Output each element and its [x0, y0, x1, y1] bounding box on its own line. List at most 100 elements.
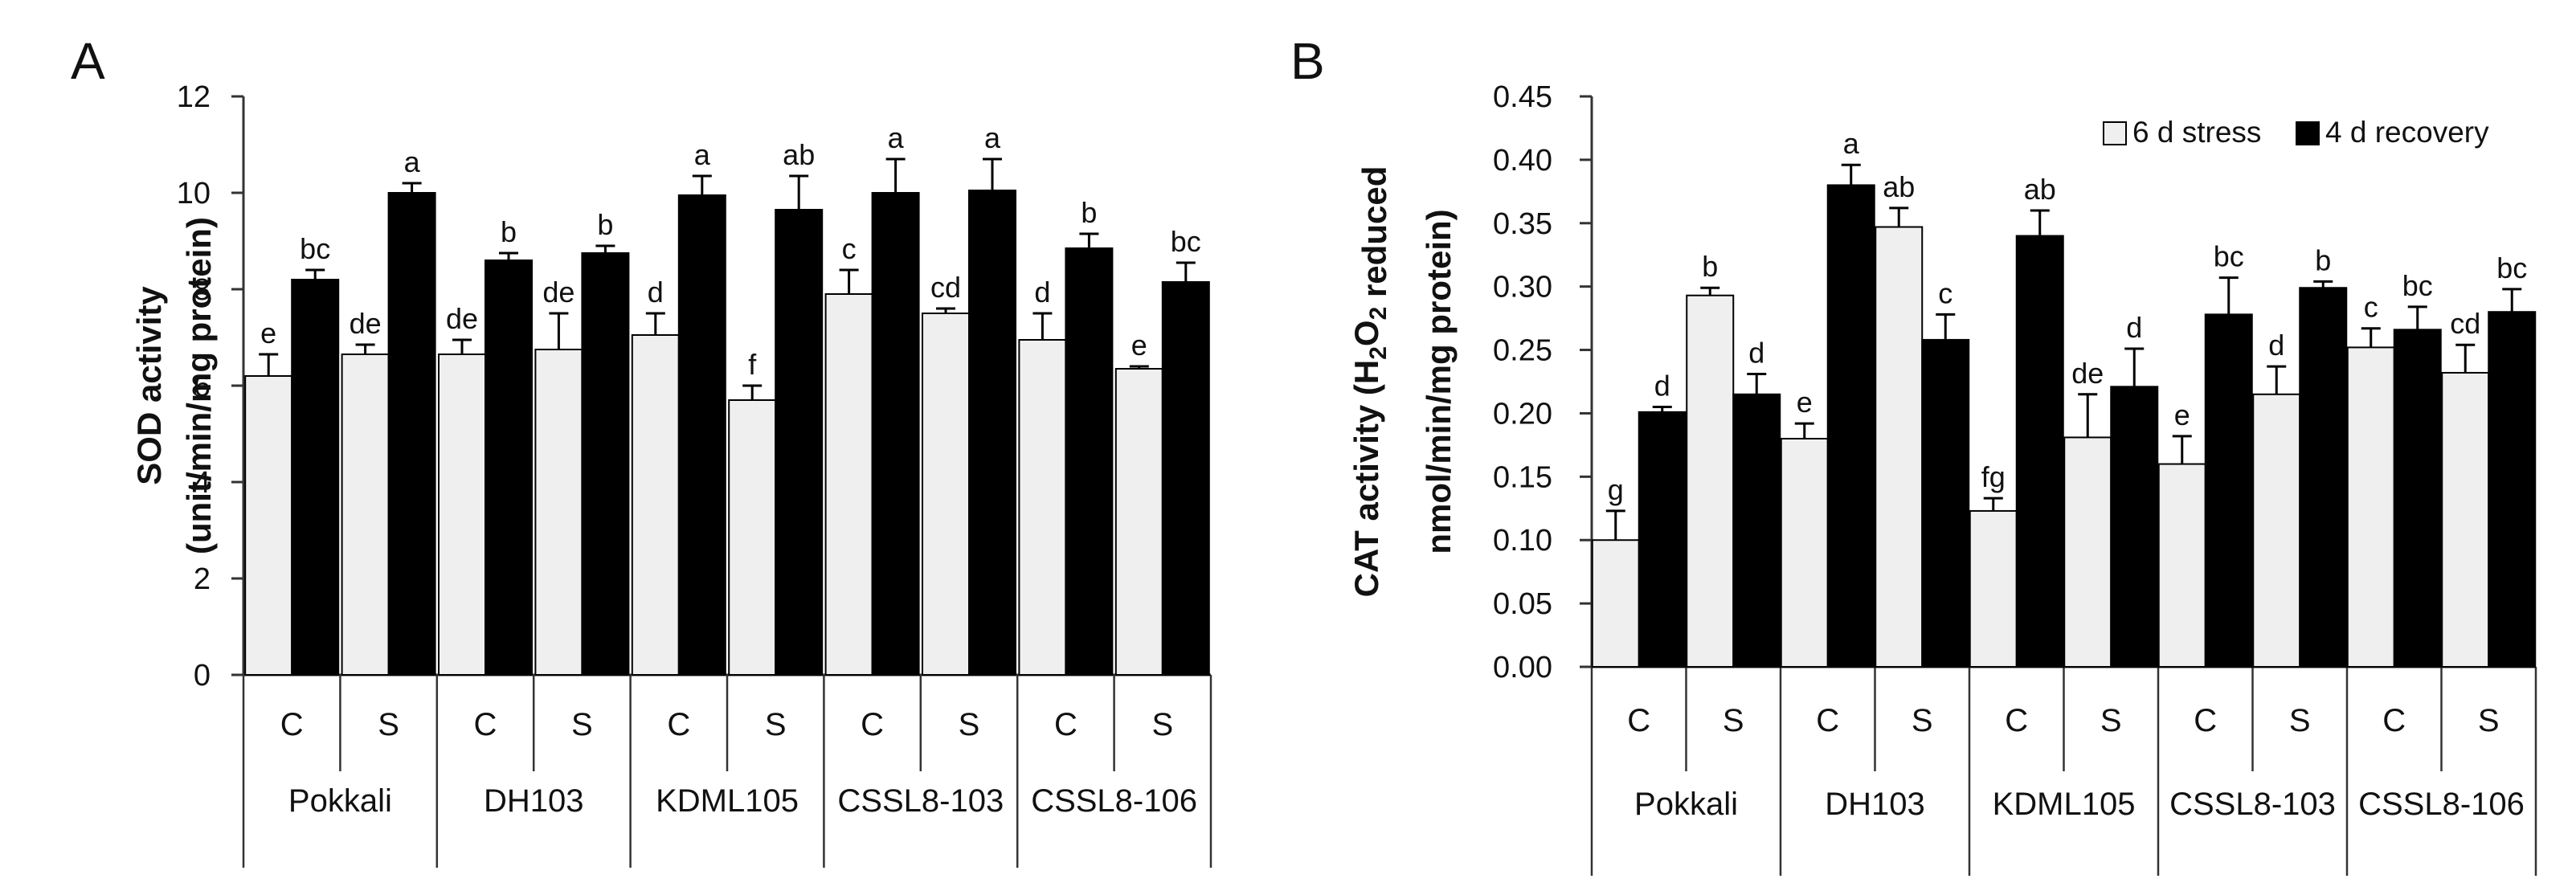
- bar-recovery: [2488, 311, 2537, 668]
- x-category-label: C: [2005, 703, 2028, 738]
- x-category-label: C: [1054, 707, 1077, 742]
- y-tick-label: 0.25: [1493, 334, 1552, 368]
- bar-stress: [2346, 346, 2395, 668]
- significance-label: d: [648, 276, 664, 309]
- bar-recovery: [291, 279, 340, 676]
- significance-label: d: [1748, 337, 1764, 370]
- chart-panel-b: B CAT activity (H2O2 reduced nmol/min/mg p…: [1290, 32, 2537, 876]
- bar-stress: [1686, 294, 1735, 668]
- significance-label: de: [2071, 357, 2104, 390]
- y-axis-title-line: CAT activity (H2O2 reduced: [1347, 166, 1393, 598]
- significance-label: d: [1654, 370, 1670, 403]
- x-group-label: Pokkali: [288, 783, 392, 819]
- bar-stress: [244, 375, 293, 676]
- legend-label: 4 d recovery: [2325, 116, 2489, 149]
- bar-recovery: [1638, 411, 1687, 668]
- x-group-label: CSSL8-103: [2169, 787, 2336, 822]
- x-category-label: S: [378, 707, 399, 742]
- significance-label: ab: [783, 138, 815, 171]
- y-tick-label: 0.05: [1493, 587, 1552, 621]
- x-category-label: C: [1816, 703, 1839, 738]
- legend-label: 6 d stress: [2132, 116, 2261, 149]
- significance-label: e: [1797, 386, 1813, 419]
- significance-label: bc: [2402, 269, 2433, 302]
- y-tick-label: 10: [177, 177, 211, 210]
- bar-recovery: [775, 209, 824, 676]
- significance-label: de: [446, 302, 478, 335]
- significance-label: a: [404, 145, 421, 178]
- x-category-label: S: [571, 707, 593, 742]
- bar-stress: [438, 354, 486, 676]
- y-tick-label: 0.00: [1493, 651, 1552, 685]
- bar-stress: [1018, 339, 1067, 676]
- bar-recovery: [485, 260, 533, 676]
- significance-label: bc: [2496, 251, 2527, 284]
- significance-label: bc: [300, 232, 330, 265]
- y-tick-label: 0.15: [1493, 460, 1552, 494]
- bar-stress: [1780, 438, 1829, 668]
- bar-recovery: [968, 190, 1016, 676]
- significance-label: c: [1938, 276, 1952, 309]
- y-tick-label: 0.10: [1493, 524, 1552, 558]
- bar-recovery: [2299, 287, 2348, 668]
- y-axis-title-line: nmol/min/mg protein): [1420, 209, 1458, 554]
- y-tick-label: 0.20: [1493, 397, 1552, 431]
- y-tick-label: 0.40: [1493, 144, 1552, 178]
- x-group-label: CSSL8-106: [2358, 787, 2525, 822]
- y-tick-label: 4: [194, 466, 211, 500]
- significance-label: de: [350, 307, 382, 340]
- significance-label: a: [694, 138, 711, 171]
- bar-recovery: [1065, 247, 1114, 676]
- legend: 6 d stress 4 d recovery: [2103, 116, 2489, 149]
- x-category-label: S: [959, 707, 980, 742]
- bar-stress: [1969, 509, 2018, 668]
- significance-label: a: [984, 121, 1001, 154]
- bar-stress: [2252, 393, 2301, 668]
- y-tick-label: 12: [177, 80, 211, 114]
- significance-label: cd: [930, 271, 961, 304]
- bar-stress: [2441, 371, 2490, 668]
- bar-recovery: [2204, 313, 2253, 668]
- significance-label: b: [501, 215, 517, 248]
- x-category-label: C: [861, 707, 884, 742]
- y-tick-label: 2: [194, 562, 211, 596]
- significance-label: e: [1131, 329, 1147, 362]
- bar-recovery: [677, 194, 726, 676]
- significance-label: bc: [1171, 225, 1201, 258]
- panel-letter: A: [71, 32, 105, 90]
- x-category-label: S: [2478, 703, 2500, 738]
- significance-label: cd: [2450, 307, 2480, 340]
- bar-recovery: [581, 252, 630, 676]
- x-category-label: S: [1912, 703, 1933, 738]
- significance-label: de: [542, 276, 574, 309]
- significance-label: f: [748, 348, 757, 381]
- bar-recovery: [1161, 281, 1210, 676]
- x-category-label: S: [1151, 707, 1173, 742]
- x-category-label: C: [1627, 703, 1650, 738]
- significance-label: c: [842, 232, 857, 265]
- significance-label: b: [2315, 243, 2331, 276]
- bar-stress: [922, 313, 970, 676]
- bar-stress: [2063, 436, 2112, 668]
- significance-label: b: [1702, 250, 1718, 283]
- legend-swatch: [2296, 121, 2320, 145]
- x-group-label: DH103: [484, 783, 584, 819]
- significance-label: e: [260, 317, 276, 349]
- significance-label: a: [1843, 127, 1860, 160]
- significance-label: d: [2126, 311, 2142, 344]
- bar-recovery: [2015, 235, 2064, 668]
- y-axis-title-line: SOD activity: [130, 286, 168, 485]
- x-group-label: KDML105: [1993, 787, 2136, 822]
- y-tick-label: 8: [194, 273, 211, 307]
- x-group-label: CSSL8-103: [837, 783, 1004, 819]
- legend-swatch: [2103, 121, 2127, 145]
- bar-recovery: [1921, 338, 1970, 668]
- bar-recovery: [2393, 329, 2442, 668]
- bar-recovery: [387, 192, 436, 676]
- significance-label: e: [2174, 398, 2190, 431]
- bar-stress: [1114, 368, 1163, 676]
- y-tick-label: 6: [194, 370, 211, 403]
- significance-label: g: [1608, 473, 1624, 506]
- x-group-label: KDML105: [656, 783, 799, 819]
